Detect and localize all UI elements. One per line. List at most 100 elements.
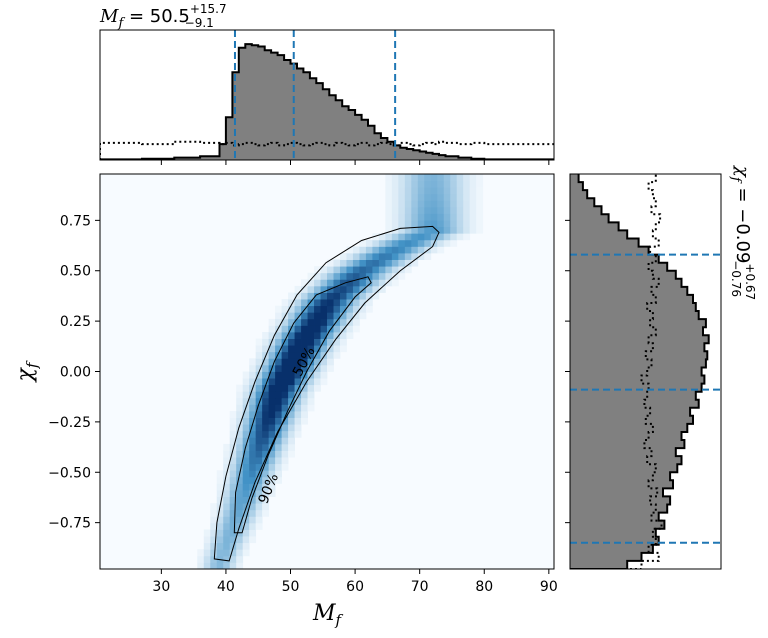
heatmap-cell — [456, 233, 464, 241]
heatmap-cell — [327, 305, 334, 313]
heatmap-cell — [398, 200, 406, 208]
heatmap-cell — [443, 239, 451, 247]
heatmap-cell — [294, 358, 302, 366]
right-prior-dotted — [570, 174, 663, 569]
heatmap-cell — [424, 174, 432, 181]
heatmap-cell — [391, 187, 399, 195]
heatmap-cell — [275, 332, 282, 339]
heatmap-cell — [249, 371, 257, 379]
heatmap-cell — [327, 259, 334, 267]
heatmap-cell — [275, 450, 282, 458]
heatmap-cell — [346, 266, 354, 274]
heatmap-cell — [391, 246, 399, 254]
heatmap-cell — [223, 457, 231, 465]
heatmap-cell — [443, 193, 451, 201]
heatmap-cell — [346, 259, 354, 267]
right-title-value: = −0.09 — [732, 182, 753, 264]
heatmap-cell — [437, 226, 445, 234]
heatmap-cell — [294, 338, 302, 346]
heatmap-cell — [236, 430, 244, 438]
heatmap-cell — [236, 555, 244, 563]
heatmap-cell — [339, 253, 347, 260]
heatmap-cell — [333, 292, 341, 300]
heatmap-cell — [288, 358, 295, 366]
heatmap-cell — [288, 430, 295, 438]
heatmap-cell — [372, 279, 380, 287]
heatmap-cell — [314, 318, 321, 326]
heatmap-cell — [430, 213, 438, 221]
heatmap-cell — [398, 180, 406, 188]
heatmap-cell — [456, 213, 464, 221]
heatmap-cell — [268, 351, 276, 359]
heatmap-cell — [255, 509, 263, 517]
heatmap-cell — [229, 555, 237, 563]
heatmap-cell — [262, 384, 270, 392]
heatmap-cell — [301, 417, 308, 425]
heatmap-cell — [424, 253, 432, 260]
heatmap-cell — [210, 562, 218, 569]
heatmap-cell — [411, 220, 419, 228]
heatmap-cell — [404, 246, 412, 254]
heatmap-cell — [288, 417, 295, 425]
x-axis-label: Mf — [312, 601, 344, 629]
heatmap-cell — [275, 417, 282, 425]
heatmap-cell — [378, 253, 386, 260]
heatmap-cell — [236, 483, 244, 491]
heatmap-cell — [417, 206, 425, 214]
heatmap-cell — [463, 226, 471, 234]
heatmap-cell — [229, 529, 237, 537]
heatmap-cell — [294, 299, 302, 307]
heatmap-cell — [255, 384, 263, 392]
heatmap-cell — [372, 292, 380, 300]
top-title-value: = 50.5 — [123, 6, 190, 27]
heatmap-cell — [262, 443, 270, 451]
x-tick-label: 40 — [217, 579, 235, 595]
heatmap-cell — [398, 253, 406, 260]
heatmap-cell — [294, 305, 302, 313]
heatmap-cell — [301, 345, 308, 353]
heatmap-cell — [391, 266, 399, 274]
heatmap-cell — [378, 266, 386, 274]
heatmap-cell — [242, 437, 250, 445]
heatmap-cell — [339, 259, 347, 267]
heatmap-cell — [268, 378, 276, 386]
heatmap-cell — [430, 233, 438, 241]
heatmap-cell — [255, 404, 263, 412]
heatmap-cell — [242, 476, 250, 484]
heatmap-cell — [463, 220, 471, 228]
heatmap-cell — [365, 246, 373, 254]
heatmap-cell — [391, 272, 399, 280]
heatmap-cell — [223, 549, 231, 557]
heatmap-cell — [430, 246, 438, 254]
top-title-subscript: f — [117, 16, 125, 31]
heatmap-cell — [450, 187, 458, 195]
heatmap-cell — [404, 239, 412, 247]
heatmap-cell — [307, 299, 315, 307]
heatmap-cell — [288, 345, 295, 353]
heatmap-cell — [314, 332, 321, 339]
heatmap-cell — [249, 430, 257, 438]
heatmap-cell — [333, 332, 341, 339]
heatmap-cell — [307, 384, 315, 392]
heatmap-cell — [216, 496, 224, 504]
heatmap-cell — [255, 358, 263, 366]
heatmap-cell — [294, 351, 302, 359]
heatmap-cell — [476, 187, 484, 195]
heatmap-cell — [203, 549, 211, 557]
heatmap-cell — [255, 397, 263, 405]
heatmap-cell — [288, 378, 295, 386]
heatmap-cell — [301, 279, 308, 287]
heatmap-cell — [327, 299, 334, 307]
y-tick-label: −0.25 — [48, 415, 91, 431]
heatmap-cell — [411, 206, 419, 214]
heatmap-cell — [236, 503, 244, 511]
heatmap-cell — [352, 312, 360, 320]
heatmap-cell — [359, 259, 367, 267]
heatmap-cell — [417, 193, 425, 201]
heatmap-cell — [229, 496, 237, 504]
heatmap-cell — [229, 430, 237, 438]
heatmap-cell — [411, 180, 419, 188]
heatmap-cell — [255, 463, 263, 471]
heatmap-cell — [210, 516, 218, 524]
heatmap-cell — [359, 253, 367, 260]
